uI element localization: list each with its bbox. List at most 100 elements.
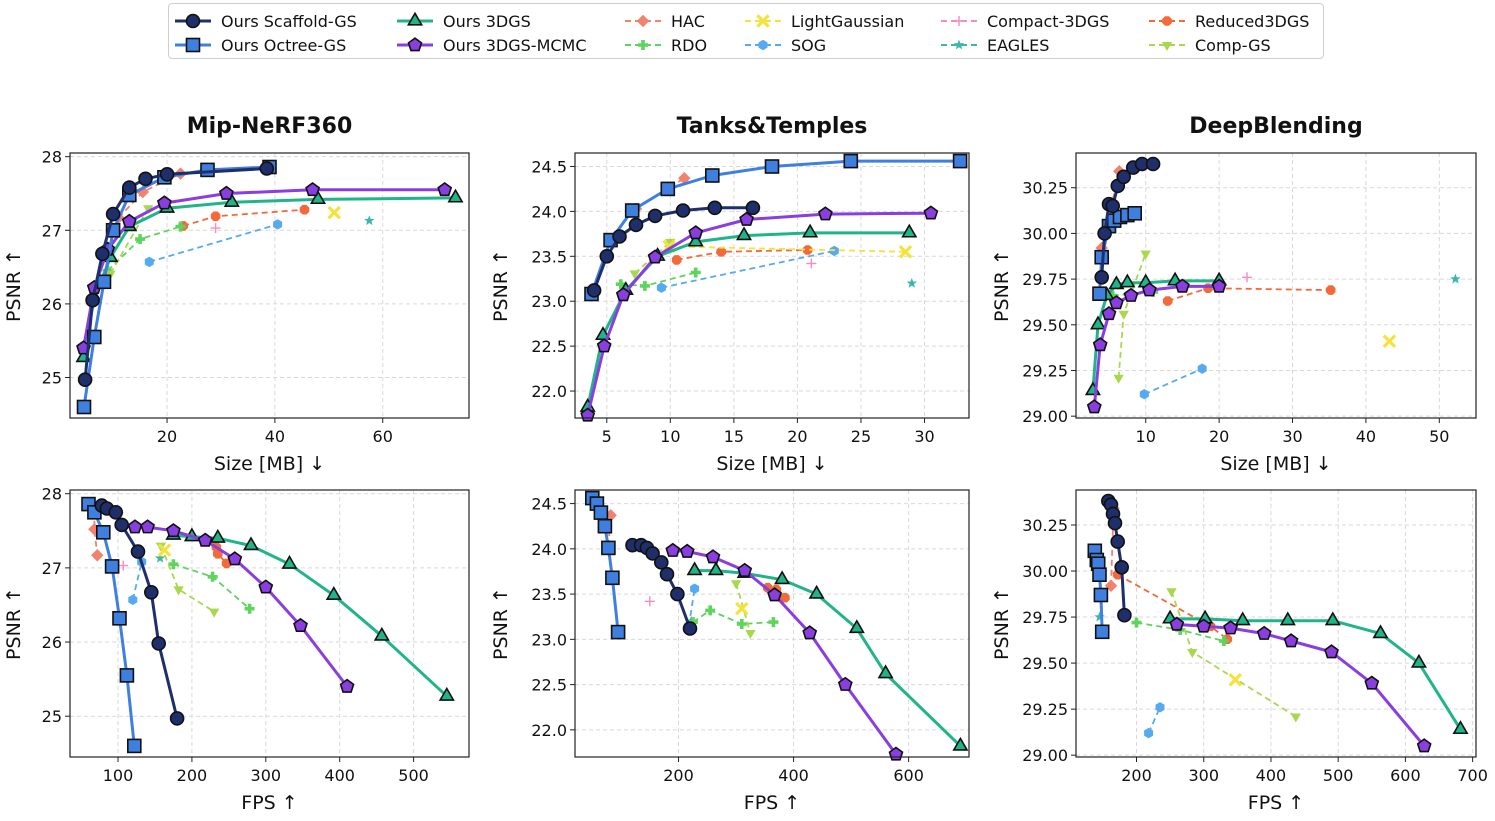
legend-label-compact3dgs: Compact-3DGS [987, 11, 1110, 31]
data-point-gs3d [1324, 611, 1341, 626]
data-point-octree [610, 624, 626, 640]
y-tick-label: 29.00 [1022, 407, 1068, 426]
series-scaffold [625, 537, 698, 636]
data-point-octree [597, 518, 613, 534]
x-tick-label: 20 [787, 427, 807, 446]
data-point-scaffold [653, 555, 669, 570]
legend-marker-octree [185, 37, 201, 53]
series-eagles [364, 215, 375, 226]
data-point-gs3d [1089, 315, 1107, 330]
series-mcmc [665, 542, 904, 761]
x-tick-label: 40 [265, 427, 285, 446]
data-point-mcmc [293, 617, 308, 633]
y-tick-label: 29.25 [1022, 700, 1068, 719]
data-point-gs3d [877, 664, 894, 679]
y-tick-label: 27 [42, 221, 62, 240]
data-point-octree [127, 738, 142, 754]
legend-marker-rdo [638, 40, 648, 50]
data-point-mcmc [923, 205, 939, 220]
series-lightgaussian [735, 601, 749, 616]
x-tick-label: 500 [398, 766, 429, 785]
data-point-mcmc [1141, 282, 1157, 297]
data-point-scaffold [628, 217, 644, 233]
y-axis-label: PSNR ↑ [3, 587, 25, 660]
data-point-scaffold [612, 229, 627, 244]
data-point-mcmc [1123, 287, 1139, 302]
data-point-mcmc [1256, 625, 1272, 640]
legend-marker-compgs [1161, 42, 1173, 51]
y-tick-label: 30.25 [1022, 516, 1068, 535]
series-line-sog [688, 588, 696, 626]
legend-marker-hac [636, 14, 650, 28]
data-point-mcmc [1211, 278, 1227, 293]
data-point-rdo [1218, 636, 1229, 646]
series-rdo [168, 559, 255, 614]
data-point-mcmc [1196, 618, 1212, 633]
data-point-reduced3dgs [671, 255, 682, 265]
data-point-octree [605, 570, 620, 586]
x-tick-label: 25 [851, 427, 871, 446]
series-eagles [1094, 611, 1105, 622]
plot-frame [574, 152, 970, 419]
grid [1076, 490, 1476, 757]
plot-frame [69, 152, 470, 419]
y-tick-label: 25 [42, 369, 62, 388]
data-point-scaffold [85, 292, 100, 308]
chart-panel-1: 20 40 60 25 26 27 28 Mip-NeRF360 Size [MB] ↓ PSNR… [3, 114, 470, 475]
y-tick-label: 30.00 [1022, 562, 1068, 581]
data-point-scaffold [1105, 198, 1120, 214]
data-point-compact3dgs [644, 596, 655, 607]
grid [70, 153, 469, 418]
data-point-scaffold [1107, 515, 1123, 531]
legend-entry-mcmc: Ours 3DGS-MCMC [395, 34, 587, 56]
data-point-rdo [705, 605, 716, 616]
data-point-rdo [690, 267, 701, 278]
series-eagles [1450, 273, 1461, 284]
data-point-rdo [1131, 617, 1142, 628]
y-tick-label: 28 [42, 148, 62, 167]
plot-frame [1075, 489, 1477, 758]
data-point-octree [601, 540, 616, 556]
data-point-rdo [244, 603, 255, 614]
data-point-gs3d [438, 686, 455, 701]
data-point-rdo [168, 559, 179, 570]
legend-label-octree: Ours Octree-GS [221, 35, 347, 55]
data-point-mcmc [140, 519, 156, 534]
x-axis-label: FPS ↑ [1248, 792, 1304, 814]
data-point-octree [1092, 286, 1107, 302]
data-point-gs3d [242, 536, 260, 551]
data-point-mcmc [437, 181, 453, 197]
x-tick-label: 100 [103, 766, 134, 785]
data-point-mcmc [156, 195, 172, 210]
data-point-octree [76, 399, 92, 415]
data-point-rdo [1107, 290, 1118, 301]
x-axis-label: Size [MB] ↓ [214, 453, 325, 475]
y-axis-label: PSNR ↑ [991, 249, 1013, 322]
legend-marker-reduced3dgs [1162, 16, 1172, 26]
y-tick-label: 30.00 [1022, 224, 1068, 243]
series-mcmc [1086, 278, 1227, 414]
data-point-eagles [1094, 611, 1105, 622]
data-point-mcmc [647, 249, 663, 264]
data-point-scaffold [659, 566, 675, 582]
legend-swatch-eagles [941, 39, 977, 50]
plot-frame [574, 489, 970, 758]
data-point-sog [1144, 727, 1154, 739]
x-tick-label: 50 [1429, 427, 1449, 446]
series-scaffold [1101, 493, 1132, 623]
data-point-compgs [730, 580, 742, 590]
data-point-gs3d [686, 561, 703, 576]
data-point-compgs [143, 205, 154, 215]
data-point-mcmc [688, 225, 704, 240]
legend-entry-sog: SOG [743, 34, 826, 56]
data-point-gs3d [373, 626, 390, 641]
data-point-mcmc [1086, 399, 1102, 414]
data-point-mcmc [121, 213, 137, 228]
data-point-mcmc [817, 206, 833, 221]
data-point-gs3d [808, 584, 825, 599]
data-point-rdo [175, 221, 186, 232]
data-point-mcmc [1283, 633, 1299, 648]
data-point-mcmc [339, 678, 355, 693]
data-point-compgs [1187, 649, 1198, 658]
data-point-gs3d [447, 188, 464, 203]
